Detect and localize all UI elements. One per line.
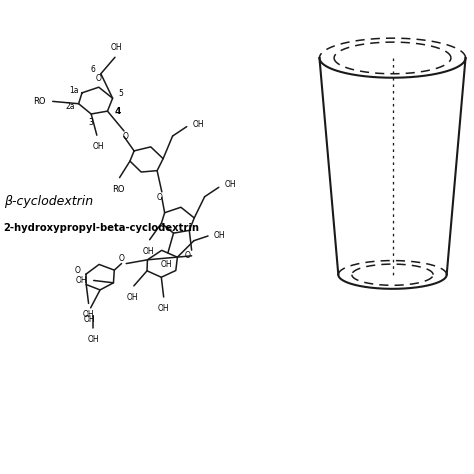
Text: O: O bbox=[185, 251, 191, 260]
Text: OH: OH bbox=[192, 120, 204, 129]
Text: 2a: 2a bbox=[65, 101, 75, 110]
Text: 5: 5 bbox=[118, 89, 124, 98]
Text: OH: OH bbox=[214, 230, 225, 239]
Text: OH: OH bbox=[83, 310, 94, 319]
Text: O: O bbox=[156, 193, 163, 202]
Text: O: O bbox=[122, 132, 128, 141]
Text: OH: OH bbox=[142, 247, 154, 256]
Text: O: O bbox=[118, 255, 125, 264]
Text: OH: OH bbox=[84, 315, 95, 324]
Text: 4: 4 bbox=[115, 107, 121, 116]
Text: OH: OH bbox=[111, 43, 123, 52]
Text: OH: OH bbox=[127, 293, 139, 302]
Text: OH: OH bbox=[87, 335, 99, 344]
Text: OH: OH bbox=[92, 142, 104, 151]
Text: O: O bbox=[74, 266, 81, 275]
Text: OH: OH bbox=[158, 304, 170, 313]
Text: O: O bbox=[96, 74, 102, 83]
Text: OH: OH bbox=[76, 276, 88, 285]
Text: β-cyclodextrin: β-cyclodextrin bbox=[4, 195, 93, 208]
Text: 1a: 1a bbox=[69, 86, 78, 95]
Text: 6: 6 bbox=[91, 65, 95, 74]
Text: RO: RO bbox=[33, 97, 46, 106]
Text: 3: 3 bbox=[89, 118, 94, 127]
Text: RO: RO bbox=[112, 185, 124, 194]
Text: OH: OH bbox=[161, 260, 172, 269]
Text: OH: OH bbox=[224, 181, 236, 190]
Text: 2-hydroxypropyl-beta-cyclodextrin: 2-hydroxypropyl-beta-cyclodextrin bbox=[4, 223, 200, 233]
